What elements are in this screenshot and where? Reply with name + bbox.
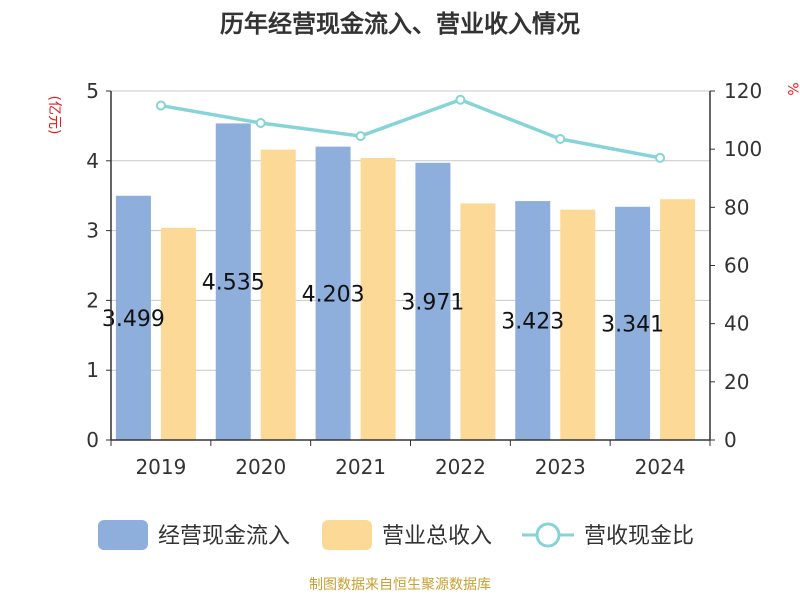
ratio-point — [255, 117, 266, 128]
y-left-tick-label: 2 — [86, 288, 99, 312]
bar-revenue — [560, 209, 596, 440]
bars — [115, 123, 696, 440]
bar-cash-inflow — [615, 206, 651, 440]
bar-cash-inflow — [115, 195, 151, 440]
ratio-line — [155, 94, 666, 163]
data-labels: 3.499 4.535 4.203 3.971 3.423 3.341 — [102, 271, 664, 338]
bar-cash-inflow — [515, 201, 551, 440]
ratio-point — [155, 100, 166, 111]
y-right-tick-label: 0 — [724, 428, 737, 452]
bar-data-label: 3.423 — [501, 310, 564, 335]
bar-data-label: 3.341 — [601, 312, 664, 337]
ratio-point — [355, 131, 366, 142]
y-right-tick-label: 20 — [724, 370, 749, 394]
grid-lines — [111, 90, 710, 371]
y-left-tick-label: 0 — [86, 428, 99, 452]
ratio-point — [555, 133, 566, 144]
legend-label: 经营现金流入 — [158, 524, 290, 549]
bar-revenue — [660, 199, 696, 440]
source-note: 制图数据来自恒生聚源数据库 — [309, 577, 491, 593]
y-left-tick-label: 4 — [86, 149, 99, 173]
legend-item[interactable]: 营业总收入 — [322, 520, 492, 550]
legend-marker — [535, 522, 561, 548]
y-left-tick-label: 3 — [86, 219, 99, 243]
legend[interactable]: 经营现金流入 营业总收入 营收现金比 — [98, 520, 694, 550]
legend-swatch — [322, 520, 372, 550]
x-tick-label: 2020 — [235, 455, 286, 479]
x-tick-label: 2022 — [435, 455, 486, 479]
bar-cash-inflow — [215, 123, 251, 440]
bar-revenue — [160, 227, 196, 440]
bar-cash-inflow — [315, 146, 351, 440]
legend-swatch — [98, 520, 148, 550]
x-tick-label: 2024 — [635, 455, 686, 479]
legend-label: 营业总收入 — [382, 524, 492, 549]
bar-revenue — [260, 149, 296, 440]
ratio-point — [655, 152, 666, 163]
y-right-tick-label: 100 — [724, 137, 762, 161]
bar-data-label: 3.499 — [102, 307, 165, 332]
y-right-tick-label: 80 — [724, 195, 749, 219]
axes: 0 1 2 3 4 5 0 20 40 60 80 100 120 2019 2020 2021 2022 202… — [86, 79, 762, 479]
bar-data-label: 3.971 — [401, 290, 464, 315]
y-left-tick-label: 5 — [86, 79, 99, 103]
y-left-unit-label: (亿元) — [46, 96, 62, 135]
bar-revenue — [460, 203, 496, 440]
y-right-unit-label: % — [784, 82, 800, 95]
x-tick-label: 2023 — [535, 455, 586, 479]
chart-title: 历年经营现金流入、营业收入情况 — [220, 10, 580, 38]
y-right-tick-label: 120 — [724, 79, 762, 103]
ratio-point — [455, 94, 466, 105]
y-right-tick-label: 60 — [724, 254, 749, 278]
legend-label: 营收现金比 — [584, 524, 694, 549]
bar-cash-inflow — [415, 162, 451, 440]
bar-data-label: 4.535 — [202, 271, 265, 296]
y-left-tick-label: 1 — [86, 358, 99, 382]
x-tick-label: 2019 — [135, 455, 186, 479]
ratio-line-path — [160, 97, 661, 160]
legend-item[interactable]: 经营现金流入 — [98, 520, 290, 550]
bar-revenue — [360, 158, 396, 440]
x-tick-label: 2021 — [335, 455, 386, 479]
legend-item[interactable]: 营收现金比 — [522, 522, 694, 549]
bar-data-label: 4.203 — [302, 282, 365, 307]
y-right-tick-label: 40 — [724, 312, 749, 336]
